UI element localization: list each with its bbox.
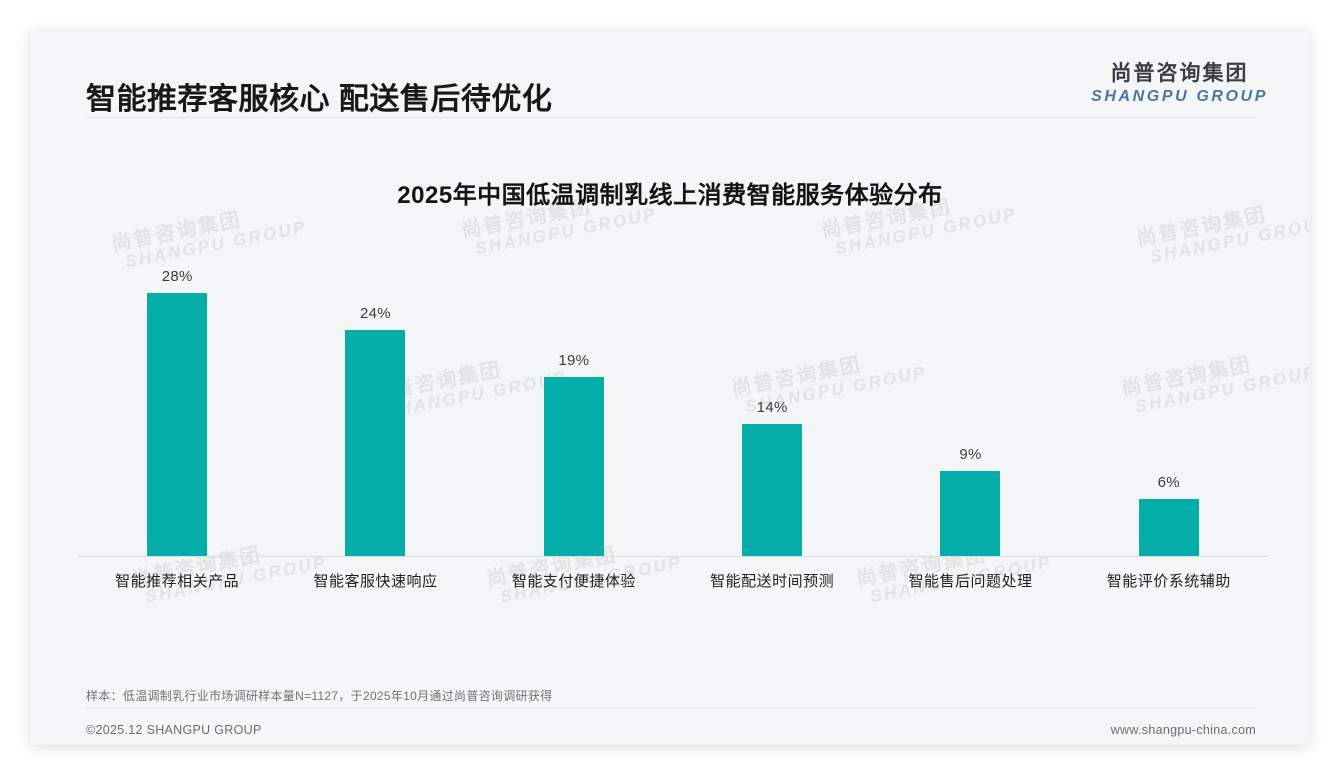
bar-rect	[742, 424, 803, 556]
bar-group: 14%	[673, 245, 871, 556]
slide-footer: ©2025.12 SHANGPU GROUP www.shangpu-china…	[86, 715, 1256, 745]
x-axis-line	[78, 556, 1268, 557]
bar-value-label: 19%	[558, 352, 590, 369]
category-label: 智能支付便捷体验	[511, 573, 636, 590]
source-footnote: 样本：低温调制乳行业市场调研样本量N=1127，于2025年10月通过尚普咨询调…	[86, 689, 553, 703]
bar-rect	[940, 471, 1001, 556]
category-label: 智能评价系统辅助	[1106, 573, 1231, 590]
bar-rect	[147, 293, 208, 556]
slide-card: 尚普咨询集团 SHANGPU GROUP 尚普咨询集团 SHANGPU GROU…	[30, 30, 1310, 745]
footer-divider	[86, 707, 1256, 708]
page-title: 智能推荐客服核心 配送售后待优化	[86, 83, 553, 116]
bar-group: 24%	[276, 245, 474, 556]
brand-name-cn: 尚普咨询集团	[1110, 62, 1249, 85]
bar-group: 6%	[1070, 245, 1268, 556]
category-label: 智能推荐相关产品	[115, 573, 240, 590]
bar-rect	[345, 330, 406, 556]
category-label: 智能配送时间预测	[710, 573, 835, 590]
bar-rect	[543, 377, 604, 556]
bar-group: 9%	[871, 245, 1069, 556]
category-label: 智能售后问题处理	[908, 573, 1033, 590]
brand-name-en: SHANGPU GROUP	[1091, 88, 1268, 106]
bar-value-label: 9%	[959, 446, 982, 463]
bar-group: 19%	[475, 245, 673, 556]
bar-chart-bars: 28% 24% 19% 14% 9% 6%	[78, 245, 1268, 556]
bar-value-label: 14%	[756, 399, 788, 416]
chart-title: 2025年中国低温调制乳线上消费智能服务体验分布	[397, 182, 943, 209]
header-divider	[86, 117, 1256, 118]
slide-header: 智能推荐客服核心 配送售后待优化 尚普咨询集团 SHANGPU GROUP	[30, 30, 1310, 118]
x-axis-category-labels: 智能推荐相关产品 智能客服快速响应 智能支付便捷体验 智能配送时间预测 智能售后…	[78, 570, 1268, 591]
bar-group: 28%	[78, 245, 276, 556]
brand-logo: 尚普咨询集团 SHANGPU GROUP	[1091, 62, 1268, 106]
bar-value-label: 6%	[1157, 474, 1180, 491]
bar-rect	[1138, 499, 1199, 556]
website-url: www.shangpu-china.com	[1110, 723, 1256, 737]
category-label: 智能客服快速响应	[313, 573, 438, 590]
bar-value-label: 24%	[360, 305, 391, 322]
bar-value-label: 28%	[161, 268, 193, 285]
copyright-text: ©2025.12 SHANGPU GROUP	[86, 723, 262, 737]
